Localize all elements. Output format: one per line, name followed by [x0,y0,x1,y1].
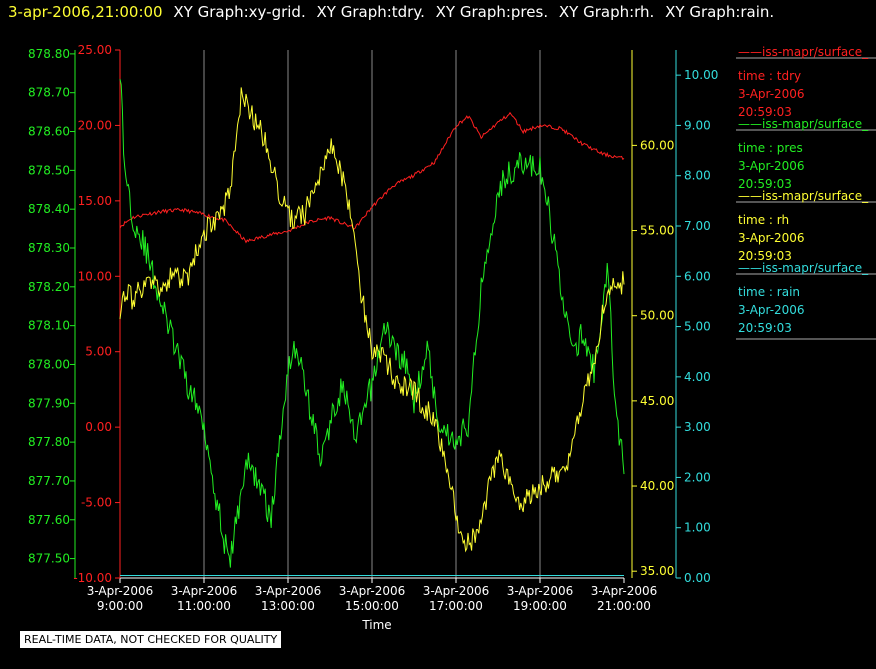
legend-date-tdry: 3-Apr-2006 [738,87,805,101]
rh-tick-label: 50.00 [640,309,674,323]
legend-source-rain: ——iss-mapr/surface_ [738,261,869,275]
x-axis-label: Time [361,618,391,632]
x-tick-label-date: 3-Apr-2006 [255,584,322,598]
rh-tick-label: 60.00 [640,138,674,152]
pres-tick-label: 877.80 [28,435,70,449]
x-tick-label-time: 13:00:00 [261,599,315,613]
header-title-pres: XY Graph:pres. [435,3,549,21]
rh-tick-label: 35.00 [640,564,674,578]
rain-tick-label: 7.00 [684,219,711,233]
header-timestamp: 3-apr-2006,21:00:00 [8,3,163,21]
rh-tick-label: 45.00 [640,394,674,408]
pres-tick-label: 878.20 [28,280,70,294]
legend-date-pres: 3-Apr-2006 [738,159,805,173]
rain-tick-label: 5.00 [684,320,711,334]
rain-tick-label: 3.00 [684,420,711,434]
tdry-tick-label: 15.00 [78,194,112,208]
legend-time-rain: 20:59:03 [738,321,792,335]
x-tick-label-time: 15:00:00 [345,599,399,613]
legend-label-tdry: time : tdry [738,69,801,83]
header-title-xy-grid: XY Graph:xy-grid. [173,3,306,21]
pres-tick-label: 878.50 [28,163,70,177]
pres-tick-label: 878.10 [28,319,70,333]
legend-source-pres: ——iss-mapr/surface_ [738,117,869,131]
x-tick-label-time: 21:00:00 [597,599,651,613]
legend-date-rain: 3-Apr-2006 [738,303,805,317]
rain-tick-label: 10.00 [684,68,718,82]
header-title-tdry: XY Graph:tdry. [316,3,425,21]
legend-source-rh: ——iss-mapr/surface_ [738,189,869,203]
tdry-tick-label: 0.00 [85,420,112,434]
pres-tick-label: 877.70 [28,474,70,488]
tdry-tick-label: -10.00 [73,571,112,585]
pres-tick-label: 878.40 [28,202,70,216]
rain-tick-label: 9.00 [684,118,711,132]
x-tick-label-date: 3-Apr-2006 [591,584,658,598]
rh-tick-label: 55.00 [640,224,674,238]
series-line-rh [119,87,625,553]
x-tick-label-time: 19:00:00 [513,599,567,613]
rain-tick-label: 0.00 [684,571,711,585]
legend-time-tdry: 20:59:03 [738,105,792,119]
pres-tick-label: 878.30 [28,241,70,255]
pres-tick-label: 878.00 [28,357,70,371]
x-tick-label-time: 9:00:00 [97,599,143,613]
legend-time-rh: 20:59:03 [738,249,792,263]
rain-tick-label: 1.00 [684,521,711,535]
series-lines [119,78,625,576]
series-line-pres [119,78,625,568]
rh-tick-label: 40.00 [640,479,674,493]
axes: 3-Apr-20069:00:003-Apr-200611:00:003-Apr… [28,43,718,632]
legend: ——iss-mapr/surface_time : tdry3-Apr-2006… [736,45,876,340]
x-tick-label-date: 3-Apr-2006 [87,584,154,598]
header: 3-apr-2006,21:00:00 XY Graph:xy-grid. XY… [8,3,780,21]
tdry-tick-label: 5.00 [85,345,112,359]
pres-tick-label: 877.90 [28,396,70,410]
x-tick-label-date: 3-Apr-2006 [171,584,238,598]
x-tick-label-date: 3-Apr-2006 [423,584,490,598]
x-tick-label-time: 11:00:00 [177,599,231,613]
legend-source-tdry: ——iss-mapr/surface_ [738,45,869,59]
rain-tick-label: 4.00 [684,370,711,384]
rain-tick-label: 8.00 [684,169,711,183]
x-tick-label-time: 17:00:00 [429,599,483,613]
pres-tick-label: 878.80 [28,47,70,61]
tdry-tick-label: 10.00 [78,269,112,283]
legend-label-rh: time : rh [738,213,789,227]
header-title-rain: XY Graph:rain. [665,3,775,21]
pres-tick-label: 878.60 [28,125,70,139]
header-title-rh: XY Graph:rh. [558,3,655,21]
legend-time-pres: 20:59:03 [738,177,792,191]
legend-label-rain: time : rain [738,285,800,299]
legend-label-pres: time : pres [738,141,803,155]
x-tick-label-date: 3-Apr-2006 [507,584,574,598]
pres-tick-label: 877.50 [28,552,70,566]
series-line-tdry [119,111,625,244]
pres-tick-label: 877.60 [28,513,70,527]
rain-tick-label: 2.00 [684,470,711,484]
tdry-tick-label: 20.00 [78,118,112,132]
rain-tick-label: 6.00 [684,269,711,283]
tdry-tick-label: 25.00 [78,43,112,57]
x-tick-label-date: 3-Apr-2006 [339,584,406,598]
legend-date-rh: 3-Apr-2006 [738,231,805,245]
quality-note: REAL-TIME DATA, NOT CHECKED FOR QUALITY [20,631,282,648]
tdry-tick-label: -5.00 [81,496,112,510]
pres-tick-label: 878.70 [28,86,70,100]
